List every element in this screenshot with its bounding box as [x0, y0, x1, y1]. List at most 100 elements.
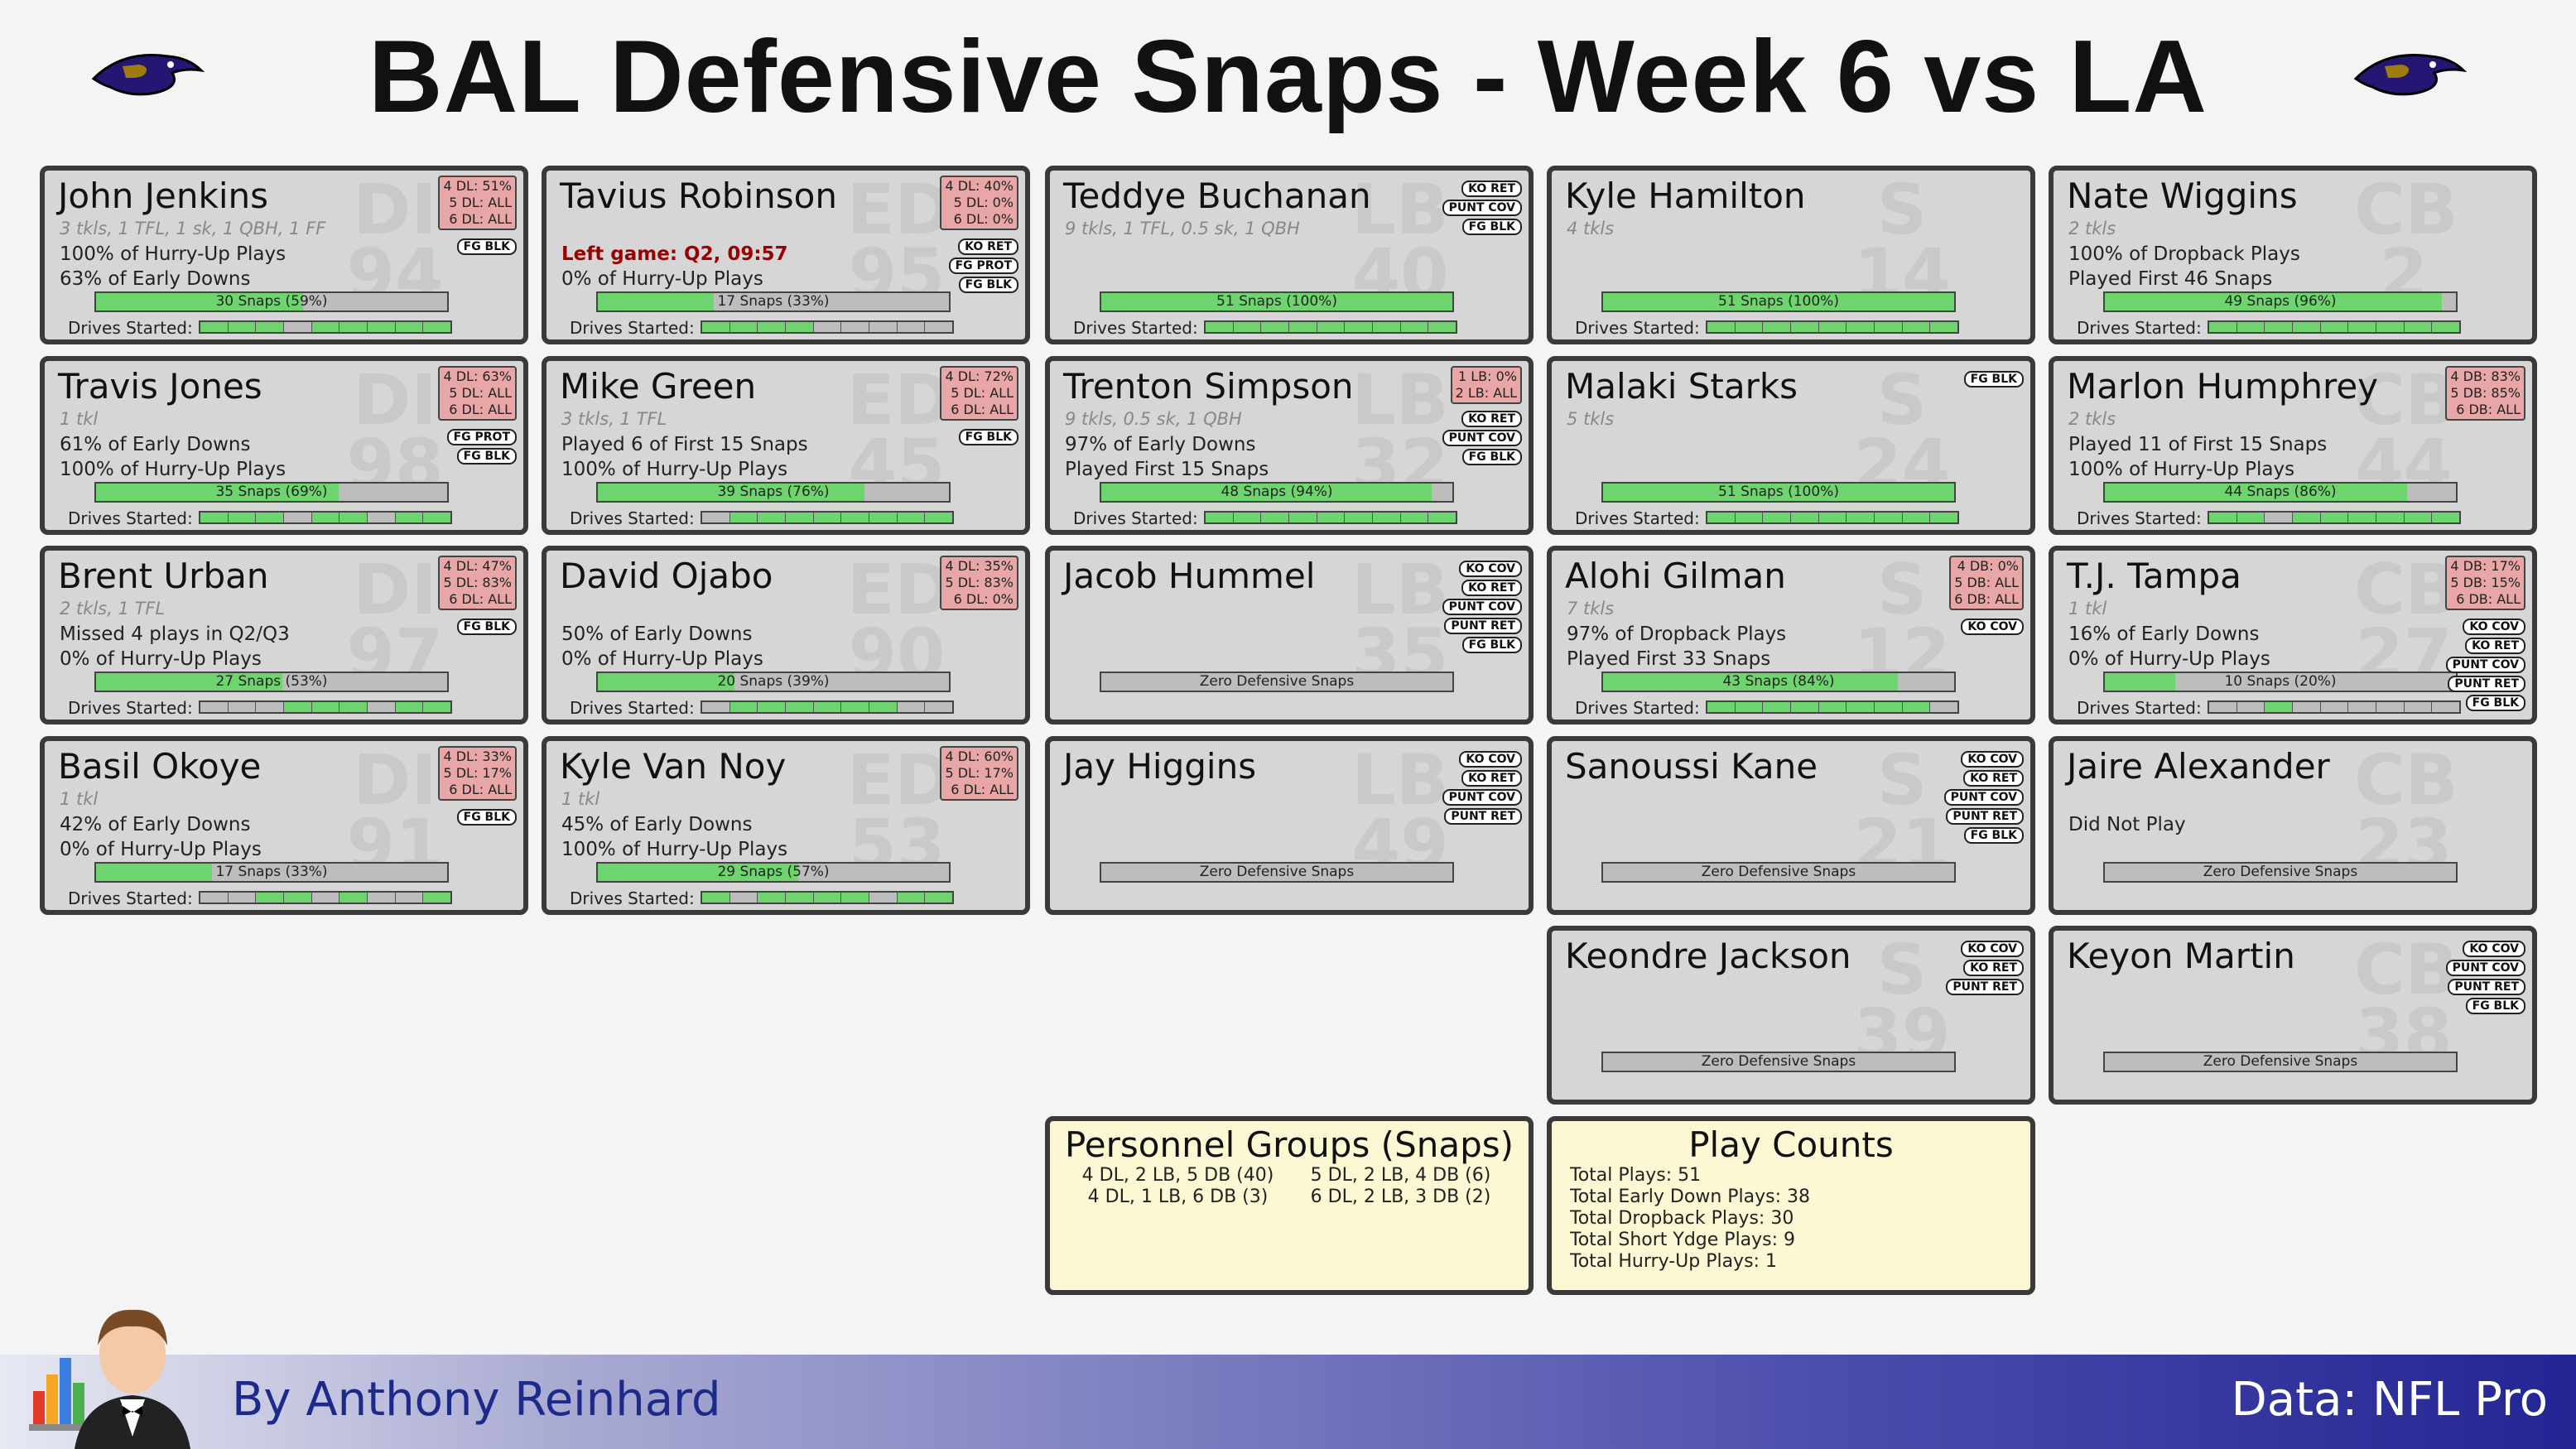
- special-teams-tag: PUNT RET: [1444, 808, 1522, 825]
- special-teams-tags: FG BLK: [456, 238, 517, 255]
- special-teams-tag: PUNT COV: [2445, 960, 2525, 976]
- position-share: 5 DL: 17%: [443, 765, 512, 781]
- position-share: 4 DL: 63%: [443, 368, 512, 384]
- position-share-box: 4 DL: 40% 5 DL: 0% 6 DL: 0%: [940, 176, 1018, 230]
- drive-segment: [1902, 702, 1931, 712]
- jersey-watermark: LB 49: [1351, 739, 1449, 885]
- snap-bar-fill: [96, 864, 212, 881]
- drive-segment: [786, 702, 814, 712]
- position-share: 4 DB: 17%: [2450, 558, 2521, 574]
- personnel-item: 4 DL, 1 LB, 6 DB (3): [1087, 1187, 1269, 1207]
- player-card: LB 40 Teddye Buchanan 9 tkls, 1 TFL, 0.5 sk…: [1045, 166, 1534, 344]
- player-name: Basil Okoye: [58, 746, 262, 787]
- special-teams-tags: FG PROT FG BLK: [446, 429, 517, 465]
- position-share: 4 DL: 72%: [945, 368, 1014, 384]
- drive-segment: [2432, 322, 2460, 332]
- drive-segment: [200, 322, 229, 332]
- drive-segment: [423, 513, 451, 522]
- drive-segment: [228, 702, 257, 712]
- position-share: 6 DL: ALL: [449, 402, 512, 417]
- drive-segment: [2376, 513, 2405, 522]
- drive-segment: [368, 513, 396, 522]
- snap-bar: Zero Defensive Snaps: [1601, 1052, 1956, 1072]
- drives-label: Drives Started:: [68, 888, 193, 908]
- snap-bar: 39 Snaps (76%): [596, 482, 951, 503]
- snap-bar-fill: [598, 293, 714, 310]
- player-card: S 12 Alohi Gilman 7 tkls 97% of Dropback Pla…: [1547, 546, 2035, 724]
- drive-segment: [256, 893, 285, 903]
- drive-segment: [1930, 322, 1958, 332]
- player-card: DI 97 Brent Urban 2 tkls, 1 TFL Missed 4 pla…: [40, 546, 528, 724]
- position-share: 4 DB: 0%: [1957, 558, 2019, 574]
- drive-segment: [2320, 513, 2349, 522]
- special-teams-tag: KO RET: [1461, 411, 1522, 427]
- snap-bar: Zero Defensive Snaps: [1100, 862, 1454, 883]
- drive-segment: [1847, 322, 1875, 332]
- player-note-2: 100% of Hurry-Up Plays: [561, 459, 788, 480]
- personnel-item: 5 DL, 2 LB, 4 DB (6): [1310, 1165, 1491, 1186]
- player-stats: 2 tkls, 1 TFL: [60, 599, 166, 619]
- jersey-watermark: CB 23: [2354, 739, 2458, 885]
- position-share: 5 DB: 85%: [2450, 385, 2521, 401]
- player-name: Sanoussi Kane: [1565, 746, 1818, 787]
- special-teams-tags: KO COV KO RET PUNT COV PUNT RET: [1442, 751, 1522, 825]
- drive-segment: [1875, 702, 1903, 712]
- drives-label: Drives Started:: [1073, 318, 1198, 338]
- drive-segment: [1428, 513, 1457, 522]
- drive-segment: [2348, 322, 2377, 332]
- drive-segment: [1707, 513, 1736, 522]
- drive-segment: [200, 893, 229, 903]
- drive-segment: [311, 702, 340, 712]
- byline: By Anthony Reinhard: [232, 1373, 721, 1427]
- snap-bar: 20 Snaps (39%): [596, 672, 951, 692]
- player-note-2: 0% of Hurry-Up Plays: [2068, 648, 2270, 670]
- position-share-box: 4 DB: 83% 5 DB: 85% 6 DB: ALL: [2445, 366, 2525, 421]
- snap-bar-fill: [96, 673, 282, 691]
- drive-segment: [1791, 322, 1819, 332]
- drive-segment: [1233, 322, 1262, 332]
- player-name: Keyon Martin: [2067, 936, 2295, 976]
- special-teams-tag: FG BLK: [1963, 827, 2024, 844]
- player-note-2: 100% of Hurry-Up Plays: [2068, 459, 2295, 480]
- player-card: ED 53 Kyle Van Noy 1 tkl 45% of Early Downs 1…: [542, 736, 1030, 915]
- player-note-2: 0% of Hurry-Up Plays: [561, 268, 763, 290]
- special-teams-tags: KO COV: [1961, 619, 2024, 635]
- snap-bar-fill: [1101, 484, 1432, 501]
- drive-segment: [395, 513, 424, 522]
- snap-bar: 17 Snaps (33%): [94, 862, 449, 883]
- special-teams-tag: FG BLK: [958, 429, 1018, 445]
- snap-bar: 17 Snaps (33%): [596, 291, 951, 312]
- player-note-1: 97% of Dropback Plays: [1567, 623, 1787, 645]
- position-share: 4 DL: 33%: [443, 749, 512, 764]
- drive-segment: [813, 893, 842, 903]
- special-teams-tags: KO COV KO RET PUNT RET: [1946, 941, 2024, 995]
- drives-strip: [2208, 320, 2461, 334]
- snap-bar-fill: [1603, 673, 1899, 691]
- player-note-2: 100% of Hurry-Up Plays: [60, 459, 286, 480]
- special-teams-tag: PUNT COV: [1442, 430, 1522, 446]
- player-card: DI 91 Basil Okoye 1 tkl 42% of Early Downs 0%…: [40, 736, 528, 915]
- player-note-2: Played First 15 Snaps: [1065, 459, 1269, 480]
- snap-bar: 30 Snaps (59%): [94, 291, 449, 312]
- player-note-1: Missed 4 plays in Q2/Q3: [60, 623, 290, 645]
- drive-segment: [758, 893, 787, 903]
- drive-segment: [813, 702, 842, 712]
- snap-count: 49 Snaps (96%): [2224, 293, 2337, 310]
- jersey-watermark: ED 45: [847, 359, 953, 505]
- special-teams-tags: FG BLK: [1963, 371, 2024, 388]
- jersey-watermark: S 12: [1853, 549, 1951, 695]
- drive-segment: [729, 893, 758, 903]
- special-teams-tag: PUNT COV: [1442, 789, 1522, 806]
- drive-segment: [1763, 702, 1792, 712]
- position-share: 6 DL: 0%: [953, 211, 1014, 227]
- drives-strip: [1706, 700, 1959, 714]
- player-card: LB 35 Jacob Hummel Zero Defensive Snaps KO C…: [1045, 546, 1534, 724]
- drive-segment: [1206, 513, 1234, 522]
- drive-segment: [2432, 513, 2460, 522]
- special-teams-tag: PUNT RET: [2448, 676, 2525, 692]
- drive-segment: [1930, 513, 1958, 522]
- special-teams-tag: KO COV: [1459, 751, 1522, 768]
- drive-segment: [1707, 322, 1736, 332]
- player-name: Mike Green: [560, 366, 757, 407]
- drive-segment: [1373, 513, 1401, 522]
